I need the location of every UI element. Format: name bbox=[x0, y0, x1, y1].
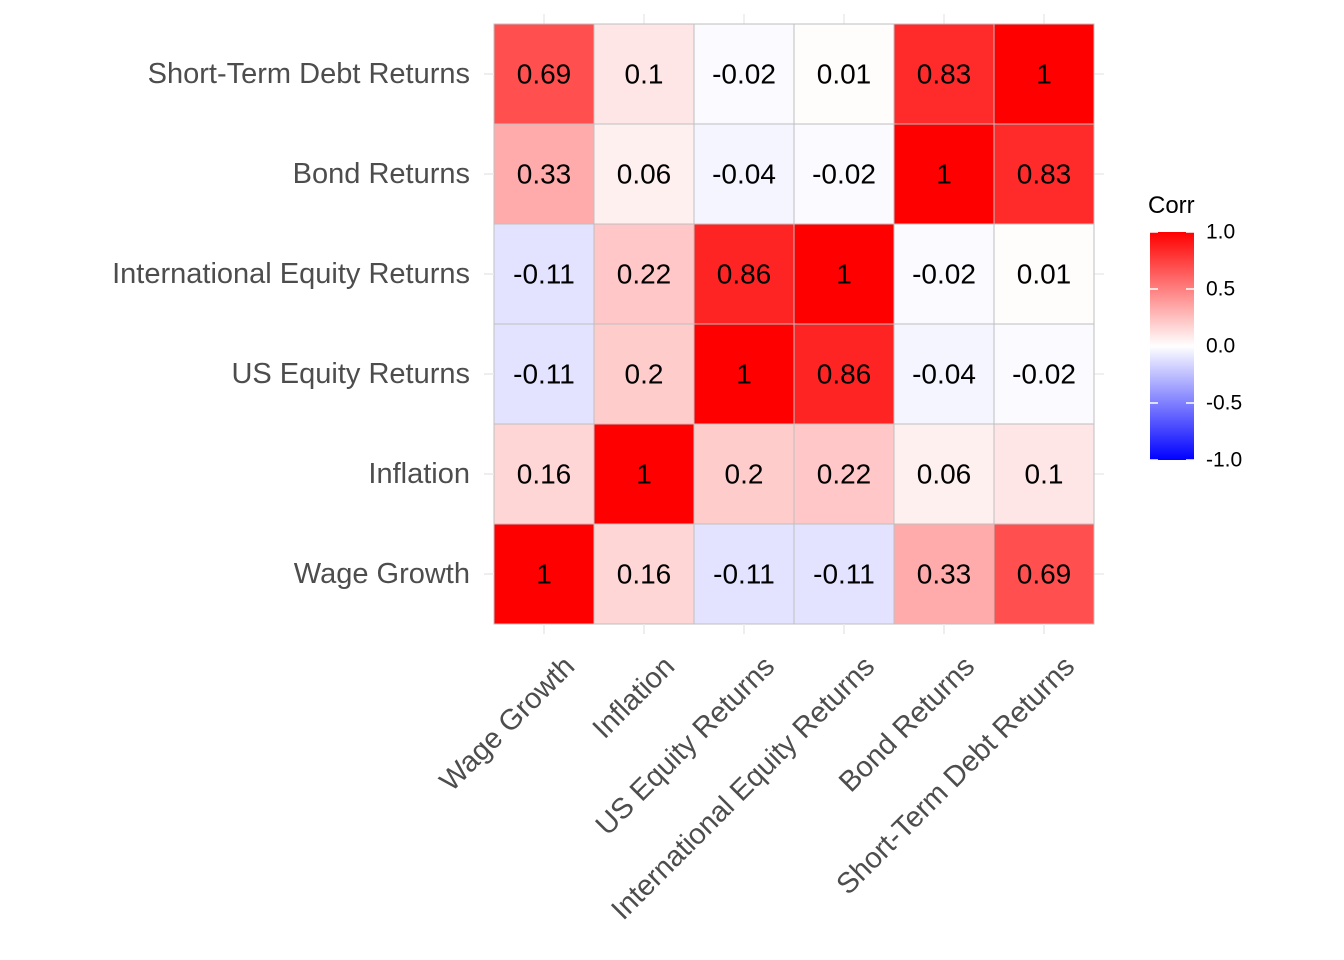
cell-value-label: -0.04 bbox=[712, 159, 776, 190]
cell-value-labels: 1 0.16 -0.11 -0.11 0.33 0.69 0.16 1 0.2 0.22 0.06 0… bbox=[513, 59, 1076, 590]
heatmap-cell bbox=[593, 323, 695, 425]
x-tick-label: Wage Growth bbox=[434, 650, 581, 797]
cell-value-label: -0.11 bbox=[513, 359, 575, 390]
heatmap-cell bbox=[993, 123, 1095, 225]
cell-value-label: 0.06 bbox=[917, 459, 972, 490]
heatmap-cell bbox=[493, 223, 595, 325]
y-tick-label: Bond Returns bbox=[293, 158, 470, 190]
cell-value-label: 1 bbox=[636, 459, 652, 490]
legend-ticks: 1.0 0.5 0.0 -0.5 -1.0 bbox=[1150, 221, 1242, 472]
heatmap-cell bbox=[493, 523, 595, 625]
cell-value-label: 0.33 bbox=[517, 159, 572, 190]
cell-value-label: 0.2 bbox=[625, 359, 664, 390]
cell-value-label: -0.04 bbox=[912, 359, 976, 390]
heatmap-cell bbox=[893, 423, 995, 525]
cell-value-label: 1 bbox=[936, 159, 952, 190]
heatmap-cell bbox=[593, 23, 695, 125]
cell-value-label: 0.01 bbox=[1017, 259, 1072, 290]
x-tick-label: Inflation bbox=[587, 650, 681, 744]
cell-value-label: -0.11 bbox=[713, 559, 775, 590]
cell-value-label: 0.83 bbox=[1017, 159, 1072, 190]
cell-value-label: 0.69 bbox=[1017, 559, 1072, 590]
heatmap-cell bbox=[593, 123, 695, 225]
legend-tick-label: -0.5 bbox=[1206, 392, 1242, 415]
cell-value-label: -0.02 bbox=[712, 59, 776, 90]
y-tick-label: Inflation bbox=[368, 458, 470, 490]
legend-tick-label: 1.0 bbox=[1206, 221, 1235, 244]
heatmap-cell bbox=[793, 323, 895, 425]
cell-value-label: 0.1 bbox=[625, 59, 664, 90]
cell-value-label: 0.83 bbox=[917, 59, 972, 90]
cell-value-label: 0.16 bbox=[617, 559, 672, 590]
cell-value-label: 0.22 bbox=[817, 459, 872, 490]
heatmap-cell bbox=[893, 323, 995, 425]
cell-value-label: 0.2 bbox=[725, 459, 764, 490]
legend-tick-label: 0.0 bbox=[1206, 335, 1235, 358]
heatmap-cell bbox=[893, 223, 995, 325]
heatmap-cell bbox=[893, 123, 995, 225]
cell-value-label: 0.69 bbox=[517, 59, 572, 90]
heatmap-cell bbox=[593, 223, 695, 325]
y-tick-label: International Equity Returns bbox=[112, 258, 470, 290]
heatmap-cell bbox=[993, 223, 1095, 325]
cell-value-label: 1 bbox=[536, 559, 552, 590]
cell-value-label: -0.02 bbox=[1012, 359, 1076, 390]
heatmap-cell bbox=[693, 223, 795, 325]
heatmap-cell bbox=[793, 223, 895, 325]
cell-value-label: -0.02 bbox=[912, 259, 976, 290]
heatmap-cell bbox=[493, 423, 595, 525]
heatmap-cell bbox=[893, 23, 995, 125]
y-tick-label: Wage Growth bbox=[294, 558, 470, 590]
legend-tick-label: 0.5 bbox=[1206, 278, 1235, 301]
legend: Corr 1.0 0.5 0.0 -0.5 -1.0 bbox=[1148, 192, 1242, 472]
y-tick-label: Short-Term Debt Returns bbox=[148, 58, 470, 90]
cell-value-label: 1 bbox=[836, 259, 852, 290]
cell-value-label: 0.86 bbox=[717, 259, 772, 290]
cell-value-label: 0.33 bbox=[917, 559, 972, 590]
heatmap-cell bbox=[993, 423, 1095, 525]
heatmap-cells bbox=[493, 23, 1095, 625]
heatmap-cell bbox=[593, 523, 695, 625]
cell-value-label: 0.86 bbox=[817, 359, 872, 390]
heatmap-cell bbox=[493, 323, 595, 425]
cell-value-label: -0.11 bbox=[813, 559, 875, 590]
cell-value-label: -0.11 bbox=[513, 259, 575, 290]
cell-value-label: 1 bbox=[1036, 59, 1052, 90]
heatmap-cell bbox=[793, 423, 895, 525]
heatmap-cell bbox=[993, 23, 1095, 125]
y-tick-label: US Equity Returns bbox=[231, 358, 470, 390]
cell-value-label: 0.16 bbox=[517, 459, 572, 490]
heatmap-cell bbox=[593, 423, 695, 525]
heatmap-cell bbox=[693, 123, 795, 225]
y-axis: Wage Growth Inflation US Equity Returns Int… bbox=[112, 58, 494, 590]
cell-value-label: -0.02 bbox=[812, 159, 876, 190]
heatmap-cell bbox=[693, 23, 795, 125]
cell-value-label: 1 bbox=[736, 359, 752, 390]
heatmap-cell bbox=[693, 323, 795, 425]
cell-value-label: 0.01 bbox=[817, 59, 872, 90]
x-tick-label: US Equity Returns bbox=[590, 650, 781, 841]
cell-value-label: 0.1 bbox=[1025, 459, 1064, 490]
cell-value-label: 0.22 bbox=[617, 259, 672, 290]
legend-tick-label: -1.0 bbox=[1206, 449, 1242, 472]
legend-title: Corr bbox=[1148, 192, 1195, 219]
heatmap-cell bbox=[493, 23, 595, 125]
heatmap-cell bbox=[993, 323, 1095, 425]
cell-value-label: 0.06 bbox=[617, 159, 672, 190]
